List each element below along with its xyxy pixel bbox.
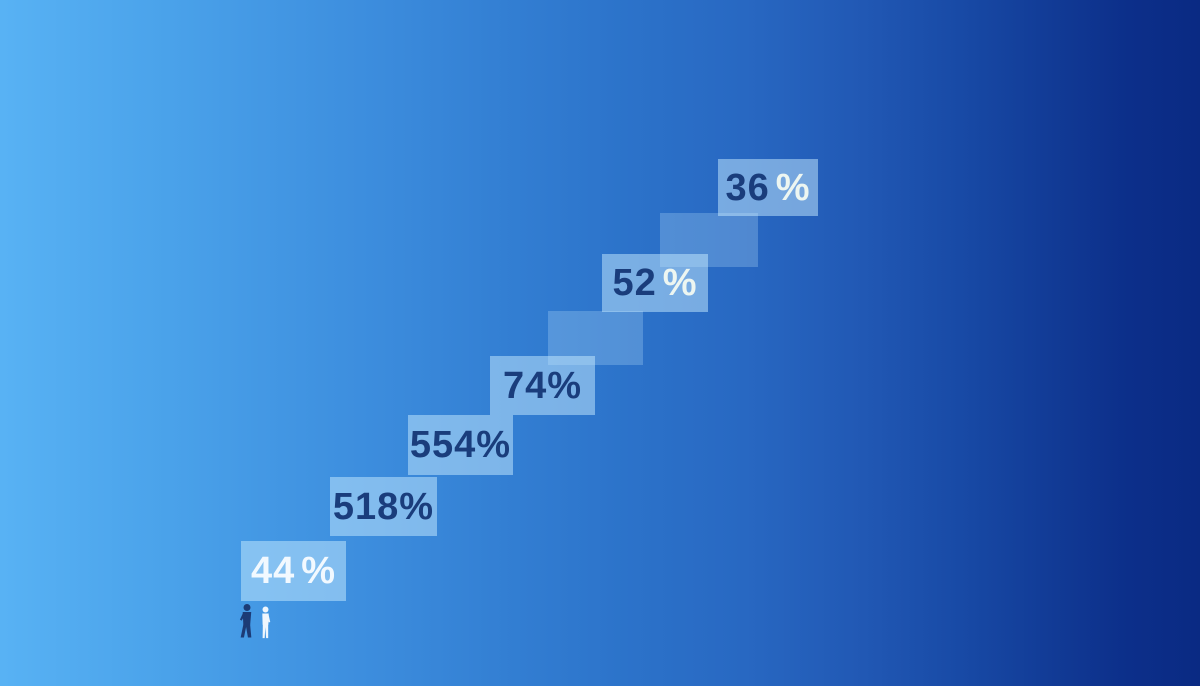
percent-sign: % (476, 424, 512, 466)
percent-sign: % (775, 166, 811, 209)
stair-step-36: 36 % (718, 159, 818, 216)
person-dark-icon (236, 603, 257, 640)
percent-sign: % (662, 262, 698, 304)
stair-step-74: 74 % (490, 356, 595, 415)
percent-sign: % (301, 550, 337, 592)
stair-step-52: 52 % (602, 254, 708, 312)
person-light-icon (258, 606, 273, 640)
people-at-stair-base (236, 602, 272, 640)
step-value: 44 (250, 550, 296, 592)
step-value: 554 (409, 424, 477, 466)
percent-sign: % (547, 364, 583, 407)
stair-step-518: 518 % (330, 477, 437, 536)
percent-sign: % (399, 485, 435, 528)
step-value: 518 (332, 485, 400, 528)
stair-step-554: 554 % (408, 415, 513, 475)
stair-step-44: 44 % (241, 541, 346, 601)
step-value: 36 (725, 166, 770, 209)
step-value: 52 (612, 262, 657, 304)
step-value: 74 (502, 364, 548, 407)
